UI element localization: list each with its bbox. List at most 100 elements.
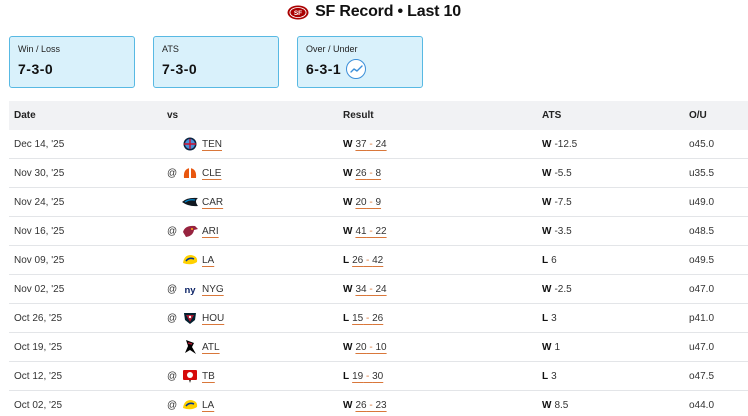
result-cell: W 37 - 24: [343, 139, 542, 150]
result-outcome: W: [343, 283, 353, 295]
ats-cell: W -2.5: [542, 284, 689, 295]
result-cell: W 34 - 24: [343, 284, 542, 295]
opponent-cell: ATL: [167, 333, 343, 361]
team-score: 26: [352, 254, 364, 266]
svg-text:ny: ny: [184, 285, 196, 295]
opponent-link[interactable]: CAR: [202, 196, 224, 208]
over-under-value: o47.5: [689, 370, 715, 382]
opponent-link[interactable]: TB: [202, 370, 215, 382]
card-value: 7-3-0: [162, 61, 198, 77]
opponent-score: 26: [372, 312, 384, 324]
result-cell: L 19 - 30: [343, 371, 542, 382]
ats-line: 8.5: [554, 399, 569, 411]
result-cell: W 20 - 9: [343, 197, 542, 208]
over-under-value: u35.5: [689, 167, 715, 179]
table-row: Oct 19, '25 ATL W 20 - 10 W 1 u47.0: [9, 333, 748, 362]
header-ats: ATS: [542, 110, 562, 121]
result-outcome: L: [343, 254, 350, 266]
opponent-cell: @ ny NYG: [167, 275, 343, 303]
score-separator: -: [366, 167, 376, 179]
ats-cell: W -3.5: [542, 226, 689, 237]
cardinals-logo-icon: [181, 223, 199, 239]
team-score: 15: [352, 312, 364, 324]
opponent-cell: @ CLE: [167, 159, 343, 187]
away-indicator: @: [167, 167, 178, 179]
over-under-value: o47.0: [689, 283, 715, 295]
score-link[interactable]: 20 - 9: [355, 197, 381, 208]
opponent-cell: @ LA: [167, 391, 343, 416]
over-under-value: o45.0: [689, 138, 715, 150]
score-link[interactable]: 37 - 24: [355, 139, 386, 150]
ats-cell: W 8.5: [542, 400, 689, 411]
game-date: Oct 19, '25: [14, 341, 63, 353]
opponent-link[interactable]: TEN: [202, 138, 222, 150]
opponent-cell: @ HOU: [167, 304, 343, 332]
over-under-value: o49.5: [689, 254, 715, 266]
opponent-link[interactable]: HOU: [202, 312, 225, 324]
result-outcome: W: [343, 341, 353, 353]
ats-outcome: W: [542, 225, 552, 237]
game-date: Nov 30, '25: [14, 167, 65, 179]
team-score: 34: [355, 283, 367, 295]
score-link[interactable]: 15 - 26: [352, 313, 383, 324]
team-score: 20: [355, 341, 367, 353]
opponent-cell: @ ARI: [167, 217, 343, 245]
score-separator: -: [363, 312, 373, 324]
card-value: 7-3-0: [18, 61, 54, 77]
score-separator: -: [366, 138, 376, 150]
card-label: Win / Loss: [18, 44, 61, 54]
ats-line: -12.5: [554, 138, 578, 150]
opponent-link[interactable]: CLE: [202, 167, 222, 179]
ats-outcome: W: [542, 399, 552, 411]
score-link[interactable]: 26 - 23: [355, 400, 386, 411]
opponent-cell: @ TB: [167, 362, 343, 390]
header-result: Result: [343, 110, 374, 121]
opponent-score: 30: [372, 370, 384, 382]
texans-logo-icon: [181, 310, 199, 326]
over-under-value: u49.0: [689, 196, 715, 208]
result-cell: W 20 - 10: [343, 342, 542, 353]
result-outcome: W: [343, 196, 353, 208]
table-row: Nov 30, '25 @ CLE W 26 - 8 W -5.5 u35.5: [9, 159, 748, 188]
game-date: Oct 02, '25: [14, 399, 63, 411]
team-score: 41: [355, 225, 367, 237]
team-score: 37: [355, 138, 367, 150]
score-link[interactable]: 34 - 24: [355, 284, 386, 295]
opponent-link[interactable]: LA: [202, 399, 215, 411]
table-row: Dec 14, '25 TEN W 37 - 24 W -12.5 o45.0: [9, 130, 748, 159]
score-link[interactable]: 19 - 30: [352, 371, 383, 382]
score-link[interactable]: 26 - 8: [355, 168, 381, 179]
opponent-score: 9: [375, 196, 382, 208]
result-outcome: W: [343, 225, 353, 237]
opponent-link[interactable]: NYG: [202, 283, 224, 295]
over-under-value: p41.0: [689, 312, 715, 324]
ats-line: 3: [551, 370, 557, 382]
over-under-value: o44.0: [689, 399, 715, 411]
score-link[interactable]: 20 - 10: [355, 342, 386, 353]
result-cell: L 26 - 42: [343, 255, 542, 266]
opponent-cell: CAR: [167, 188, 343, 216]
score-separator: -: [363, 370, 373, 382]
score-separator: -: [366, 225, 376, 237]
page-title: SF SF Record • Last 10: [0, 3, 748, 21]
trend-chart-icon[interactable]: [346, 59, 366, 79]
score-link[interactable]: 41 - 22: [355, 226, 386, 237]
away-indicator: @: [167, 283, 178, 295]
49ers-logo-icon: SF: [287, 5, 309, 19]
opponent-link[interactable]: LA: [202, 254, 215, 266]
opponent-link[interactable]: ATL: [202, 341, 220, 353]
opponent-score: 22: [375, 225, 387, 237]
score-separator: -: [366, 196, 376, 208]
table-row: Oct 12, '25 @ TB L 19 - 30 L 3 o47.5: [9, 362, 748, 391]
ats-cell: W -5.5: [542, 168, 689, 179]
result-cell: W 26 - 23: [343, 400, 542, 411]
score-link[interactable]: 26 - 42: [352, 255, 383, 266]
ats-outcome: W: [542, 196, 552, 208]
ats-outcome: L: [542, 312, 549, 324]
score-separator: -: [363, 254, 373, 266]
away-indicator: @: [167, 370, 178, 382]
opponent-link[interactable]: ARI: [202, 225, 219, 237]
